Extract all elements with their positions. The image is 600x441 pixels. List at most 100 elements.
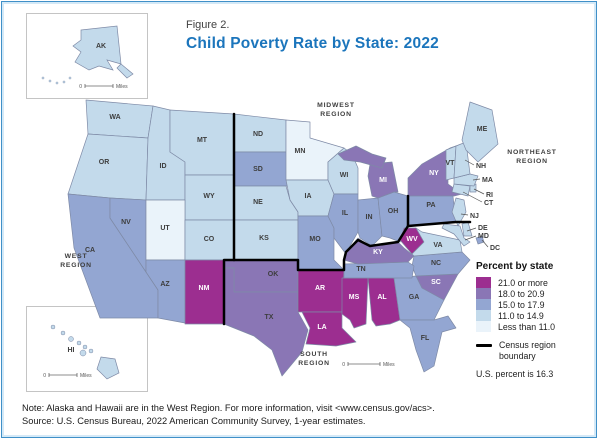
state-nh-shape: [453, 141, 471, 179]
state-pa-label: PA: [426, 202, 435, 209]
state-hi-label: HI: [68, 347, 75, 354]
state-mo-label: MO: [309, 236, 321, 243]
state-me-shape: [461, 101, 499, 163]
scale-bar: 0 Miles: [79, 84, 128, 90]
state-fl-shape: [399, 315, 457, 373]
hawaii-map: HI 0 Miles: [43, 324, 120, 380]
state-ct-label: CT: [484, 200, 494, 207]
legend-boundary-row: Census region boundary: [476, 340, 594, 362]
svg-text:Miles: Miles: [383, 362, 395, 368]
state-ms-shape: [341, 277, 369, 329]
state-va-label: VA: [433, 242, 442, 249]
state-nm-shape: [184, 259, 225, 325]
state-in-shape: [357, 197, 383, 247]
state-nd-label: ND: [253, 131, 263, 138]
legend-class-label: 11.0 to 14.9: [498, 310, 544, 321]
scale-bar: 0 Miles: [43, 373, 92, 379]
census-region-boundary: [232, 220, 472, 272]
state-wy-label: WY: [203, 193, 215, 200]
svg-text:0: 0: [43, 373, 46, 379]
leader-line-nh: [464, 159, 475, 166]
scale-bar: 0 Miles: [342, 362, 395, 368]
state-ca-label: CA: [85, 247, 95, 254]
state-de-shape: [461, 221, 473, 237]
aleutian-island: [48, 79, 52, 83]
leader-line-ma: [472, 178, 481, 181]
legend-swatch: [476, 321, 491, 332]
state-me-label: ME: [477, 126, 488, 133]
state-id-label: ID: [160, 163, 167, 170]
region-label-midwest: MIDWEST REGION: [317, 102, 355, 118]
legend-class-row: 18.0 to 20.9: [476, 288, 594, 299]
legend-classes: 21.0 or more 18.0 to 20.9 15.0 to 17.9 11.0…: [476, 277, 594, 332]
state-md-shape: [441, 223, 471, 247]
aleutian-island: [68, 76, 72, 80]
state-wa-label: WA: [109, 114, 120, 121]
leader-line-md: [464, 235, 477, 241]
svg-text:Miles: Miles: [116, 84, 128, 90]
state-wv-label: WV: [406, 236, 418, 243]
state-ne-label: NE: [253, 199, 263, 206]
region-label-south: SOUTH REGION: [298, 351, 330, 367]
notes-block: Note: Alaska and Hawaii are in the West …: [22, 402, 584, 429]
legend-class-label: Less than 11.0: [498, 321, 556, 332]
region-label-west: WEST REGION: [60, 253, 92, 269]
leader-line-dc: [481, 239, 489, 248]
state-co-label: CO: [204, 236, 215, 243]
title-block: Figure 2. Child Poverty Rate by State: 2…: [186, 19, 439, 53]
state-ak-shape: [116, 63, 134, 79]
alaska-inset: AK 0 Miles: [26, 13, 148, 99]
state-mi-shape: [337, 145, 387, 169]
state-va-shape: [411, 227, 463, 257]
state-nh-label: NH: [476, 163, 486, 170]
state-mi-shape: [367, 161, 399, 199]
aleutian-island: [55, 81, 59, 85]
state-ak-shape: [72, 25, 122, 71]
state-ut-label: UT: [160, 225, 170, 232]
state-or-shape: [67, 133, 149, 201]
state-nm-label: NM: [199, 285, 210, 292]
region-label-northeast: NORTHEAST REGION: [507, 149, 557, 165]
hawaiian-island: [79, 349, 87, 357]
figure-number: Figure 2.: [186, 19, 230, 31]
leader-line-ri: [473, 188, 485, 195]
state-tn-label: TN: [356, 266, 365, 273]
state-ny-label: NY: [429, 170, 439, 177]
state-ks-label: KS: [259, 235, 269, 242]
state-mi-label: MI: [379, 177, 387, 184]
svg-text:Miles: Miles: [80, 373, 92, 379]
state-hi-shape: [96, 356, 120, 380]
legend-class-label: 18.0 to 20.9: [498, 288, 545, 299]
legend-swatch: [476, 299, 491, 310]
us-percent-note: U.S. percent is 16.3: [476, 368, 554, 379]
state-nc-label: NC: [431, 260, 441, 267]
state-ma-label: MA: [482, 177, 493, 184]
hawaiian-island: [60, 330, 66, 336]
legend-class-row: 11.0 to 14.9: [476, 310, 594, 321]
state-ga-label: GA: [409, 294, 420, 301]
state-fl-label: FL: [421, 335, 430, 342]
state-ms-label: MS: [349, 294, 360, 301]
hawaiian-island: [76, 340, 82, 346]
legend-swatch: [476, 288, 491, 299]
hawaiian-island: [50, 324, 56, 330]
note-line: Note: Alaska and Hawaii are in the West …: [22, 403, 435, 413]
legend-boundary-label: Census region boundary: [499, 340, 556, 361]
state-ok-shape: [223, 259, 299, 293]
legend-class-row: 15.0 to 17.9: [476, 299, 594, 310]
state-mt-label: MT: [197, 137, 208, 144]
legend-class-label: 15.0 to 17.9: [498, 299, 545, 310]
state-sc-label: SC: [431, 279, 441, 286]
aleutian-island: [62, 80, 66, 84]
state-nj-shape: [451, 197, 467, 227]
census-region-boundary: [222, 112, 236, 326]
state-az-label: AZ: [160, 281, 170, 288]
state-la-shape: [301, 311, 357, 347]
choropleth-map: WA OR CA NV ID MT WY UT CO AZ NM ND SD NE KS MN IA MO WI IL…: [60, 99, 557, 377]
state-al-label: AL: [377, 294, 387, 301]
state-ky-label: KY: [373, 249, 383, 256]
state-ak-label: AK: [96, 43, 106, 50]
state-vt-label: VT: [446, 160, 456, 167]
